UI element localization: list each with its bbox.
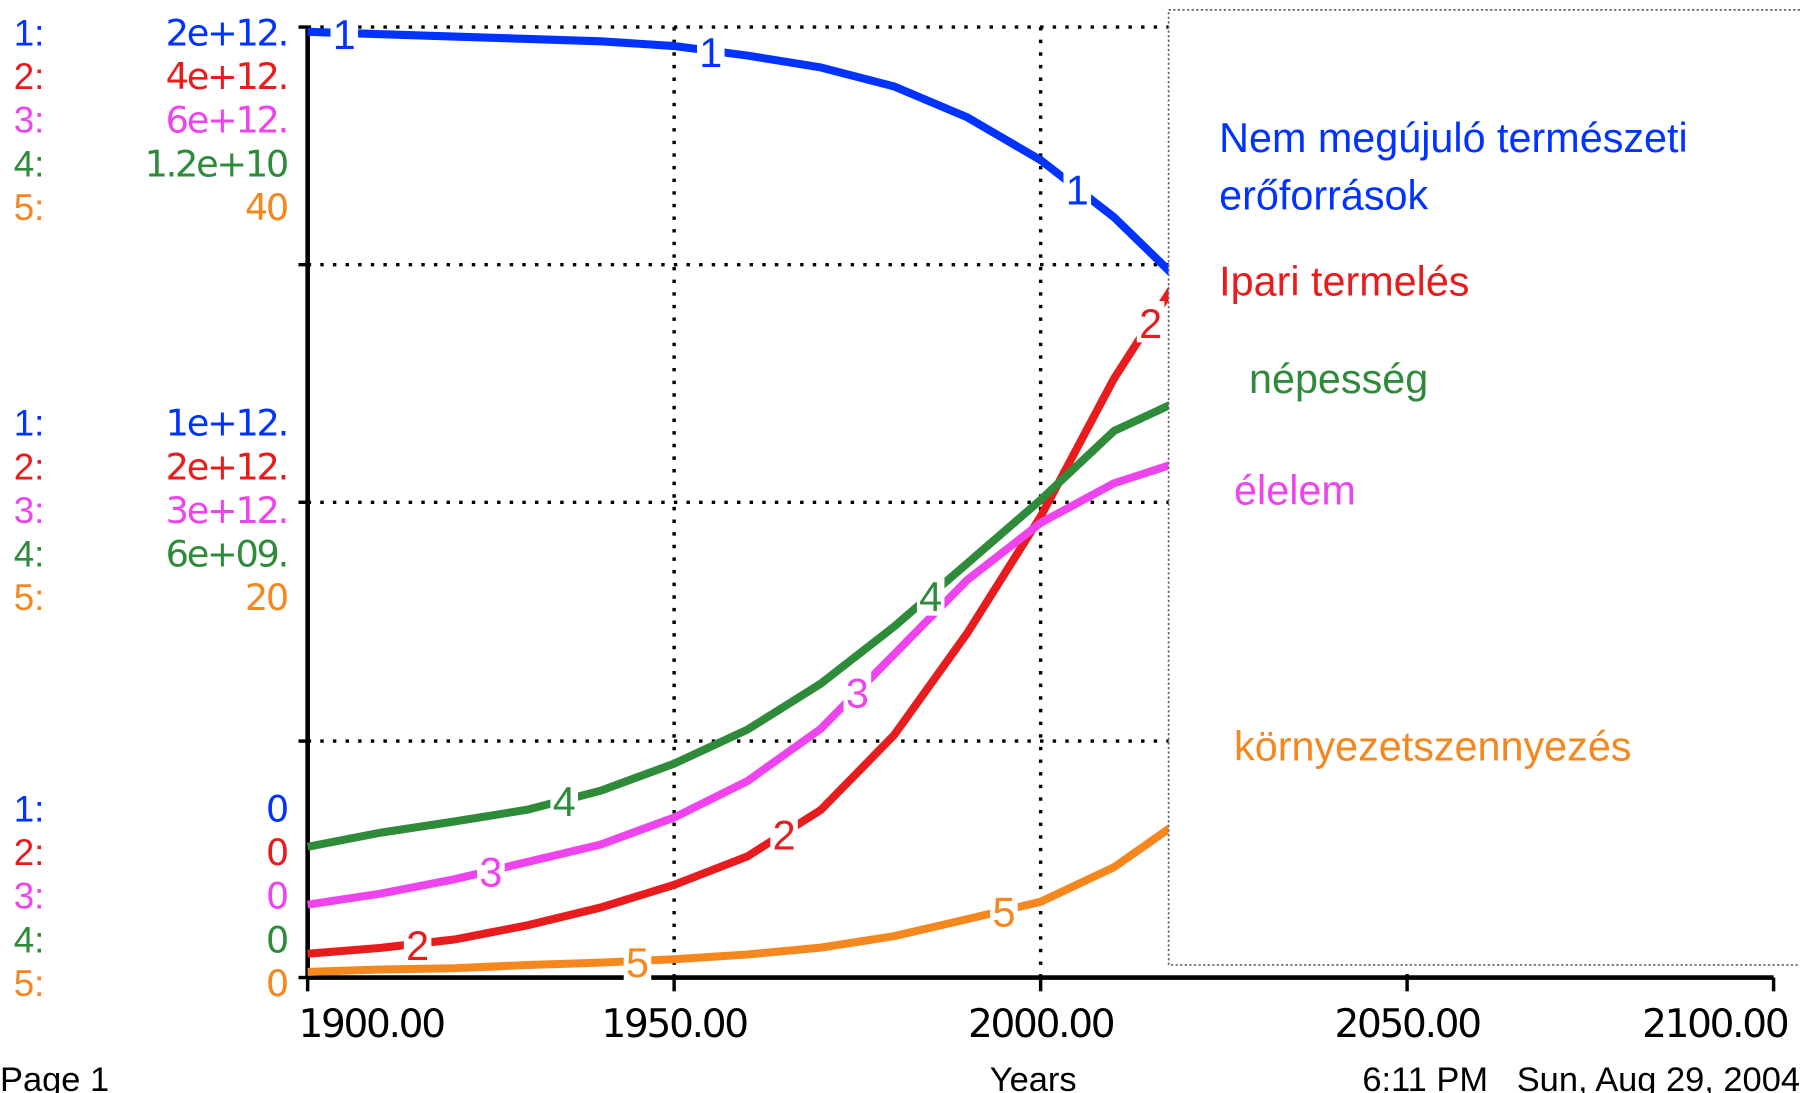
- series-key: 3:: [14, 100, 45, 141]
- series-line: [307, 262, 1191, 958]
- series-marker: 2: [773, 812, 796, 858]
- x-axis-label: Years: [990, 1061, 1077, 1093]
- y-tick-label: 2e+12.: [166, 445, 287, 488]
- y-tick-label: 0: [266, 875, 287, 918]
- series-key: 5:: [14, 963, 45, 1004]
- legend-label: Nem megújuló természeti erőforrások: [1219, 114, 1688, 219]
- y-tick-label: 2e+12.: [166, 11, 287, 54]
- footer-left: Page 1: [0, 1061, 109, 1093]
- legend-box: [1167, 8, 1800, 966]
- marker-bg: [477, 849, 505, 892]
- x-tick-label: 2050.00: [1334, 1002, 1480, 1047]
- series-marker: 5: [626, 940, 649, 986]
- series-marker: 1: [699, 30, 722, 76]
- y-tick-label: 4e+12.: [166, 55, 287, 98]
- series-line: [307, 27, 1191, 292]
- series-key: 2:: [14, 446, 45, 487]
- series-key: 4:: [14, 534, 45, 575]
- series-marker: 5: [992, 890, 1015, 936]
- series-key: 1:: [14, 788, 45, 829]
- series-marker: 2: [1139, 301, 1162, 347]
- x-tick-label: 2000.00: [968, 1002, 1114, 1047]
- series-key: 5:: [14, 577, 45, 618]
- series-key: 1:: [14, 12, 45, 53]
- quarter-grid: [307, 262, 1774, 743]
- y-tick-label: 20: [245, 576, 287, 619]
- series-key: 5:: [14, 187, 45, 228]
- legend-label: élelem: [1234, 466, 1356, 514]
- series-line: [307, 812, 1190, 976]
- series-marker: 2: [406, 923, 429, 969]
- y-tick-label: 0: [266, 962, 287, 1005]
- marker-bg: [1063, 167, 1092, 210]
- x-tick-label: 1900.00: [298, 1002, 444, 1047]
- marker-bg: [697, 30, 725, 72]
- series-marker: 3: [846, 671, 869, 717]
- series-key: 3:: [14, 490, 45, 531]
- series-key: 1:: [14, 403, 45, 444]
- series-key: 4:: [14, 919, 45, 960]
- series-line: [306, 393, 1189, 851]
- x-tick-label: 1950.00: [601, 1002, 747, 1047]
- y-tick-label: 0: [266, 831, 287, 874]
- marker-bg: [990, 889, 1018, 932]
- y-tick-label: 6e+09.: [166, 533, 287, 576]
- legend-item: népesség: [1248, 355, 1429, 403]
- marker-bg: [330, 12, 359, 54]
- marker-bg: [403, 923, 432, 965]
- series-line: [307, 455, 1189, 909]
- legend-item: élelem: [1234, 466, 1356, 514]
- footer-right: 6:11 PM Sun, Aug 29, 2004: [1362, 1061, 1800, 1093]
- x-tick-label: 2100.00: [1642, 1002, 1788, 1047]
- legend-label: népesség: [1248, 355, 1429, 403]
- y-tick-label: 3e+12.: [166, 489, 287, 532]
- series-key: 2:: [14, 56, 45, 97]
- series-key: 2:: [14, 832, 45, 873]
- legend-label: környezetszennyezés: [1234, 722, 1632, 770]
- marker-bg: [623, 940, 652, 982]
- marker-bg: [916, 574, 945, 616]
- marker-bg: [1136, 301, 1165, 343]
- y-tick-label: 0: [266, 918, 287, 961]
- marker-bg: [550, 779, 578, 821]
- series-marker: 1: [333, 12, 356, 58]
- legend-item: Ipari termelés: [1219, 257, 1470, 305]
- marker-bg: [770, 812, 798, 854]
- series-marker: 3: [479, 850, 502, 896]
- y-tick-label: 1.2e+10: [145, 142, 287, 185]
- legend-label: Ipari termelés: [1219, 257, 1470, 305]
- series-marker: 4: [553, 779, 576, 825]
- series-key: 4:: [14, 143, 45, 184]
- y-tick-label: 6e+12.: [166, 99, 287, 142]
- marker-bg: [843, 670, 872, 713]
- y-tick-label: 1e+12.: [166, 402, 287, 445]
- legend-item: Nem megújuló természeti erőforrások: [1219, 114, 1688, 219]
- series-marker: 1: [1066, 168, 1089, 214]
- y-tick-label: 40: [245, 186, 287, 229]
- series-marker: 4: [919, 574, 942, 620]
- series-key: 3:: [14, 876, 45, 917]
- legend-item: környezetszennyezés: [1234, 722, 1632, 770]
- y-tick-label: 0: [266, 787, 287, 830]
